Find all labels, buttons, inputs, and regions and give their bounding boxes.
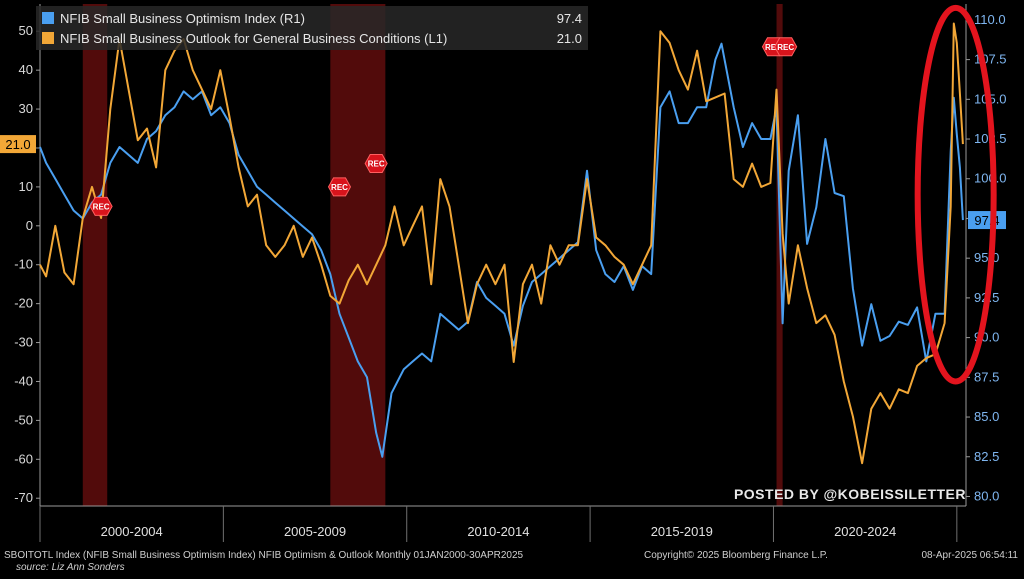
footer-copyright: Copyright© 2025 Bloomberg Finance L.P. [644, 550, 828, 561]
left-tick-label: -30 [14, 335, 33, 350]
rec-marker-label: REC [777, 43, 794, 52]
legend-label-outlook: NFIB Small Business Outlook for General … [60, 30, 448, 46]
series-line-0 [39, 42, 964, 458]
left-last-value-tag [0, 135, 36, 154]
legend-value-outlook: 21.0 [556, 30, 582, 46]
legend-entry-optimism: NFIB Small Business Optimism Index (R1) … [42, 8, 582, 28]
left-tick-label: -40 [14, 373, 33, 388]
left-tick-label: -70 [14, 490, 33, 505]
right-last-value-tag [968, 211, 1006, 230]
legend-value-optimism: 97.4 [556, 10, 582, 26]
legend-label-optimism: NFIB Small Business Optimism Index (R1) [60, 10, 305, 26]
left-tick-label: -50 [14, 412, 33, 427]
x-period-label: 2005-2009 [284, 524, 346, 539]
rec-marker-0 [89, 196, 113, 216]
recession-band-2 [776, 4, 783, 506]
footer-source: source: Liz Ann Sonders [16, 562, 125, 573]
recession-band-1 [330, 4, 386, 506]
right-tick-label: 82.5 [974, 449, 999, 464]
left-tick-label: 30 [19, 101, 33, 116]
footer-timestamp: 08-Apr-2025 06:54:11 [921, 550, 1018, 561]
left-tick-label: -10 [14, 257, 33, 272]
series-line-1 [39, 22, 964, 465]
left-tick-label: 0 [26, 218, 33, 233]
right-tick-label: 95.0 [974, 250, 999, 265]
left-tick-label: 40 [19, 62, 33, 77]
legend-swatch-optimism [42, 12, 54, 24]
recession-band-0 [82, 4, 108, 506]
left-tick-label: 50 [19, 23, 33, 38]
highlight-ellipse [914, 4, 997, 385]
legend-swatch-outlook [42, 32, 54, 44]
x-period-label: 2000-2004 [101, 524, 163, 539]
rec-marker-4 [774, 37, 798, 57]
footer-index-description: SBOITOTL Index (NFIB Small Business Opti… [4, 550, 524, 561]
left-tick-label: 10 [19, 179, 33, 194]
rec-marker-2 [364, 154, 388, 174]
watermark-text: POSTED BY @KOBEISSILETTER [733, 486, 966, 502]
right-tick-label: 87.5 [974, 369, 999, 384]
legend-entry-outlook: NFIB Small Business Outlook for General … [42, 28, 582, 48]
rec-marker-label: REC [765, 43, 782, 52]
x-period-label: 2020-2024 [834, 524, 896, 539]
left-last-value-text: 21.0 [5, 137, 30, 152]
left-tick-label: -20 [14, 296, 33, 311]
rec-marker-label: REC [93, 202, 110, 211]
x-period-label: 2015-2019 [651, 524, 713, 539]
right-tick-label: 110.0 [974, 12, 1006, 27]
rec-marker-label: REC [368, 160, 385, 169]
right-tick-label: 100.0 [974, 171, 1007, 186]
x-period-label: 2010-2014 [467, 524, 529, 539]
legend: NFIB Small Business Optimism Index (R1) … [36, 6, 588, 50]
right-tick-label: 85.0 [974, 409, 999, 424]
right-tick-label: 80.0 [974, 488, 999, 503]
left-tick-label: -60 [14, 451, 33, 466]
rec-marker-1 [327, 177, 352, 197]
rec-marker-label: REC [331, 183, 348, 192]
